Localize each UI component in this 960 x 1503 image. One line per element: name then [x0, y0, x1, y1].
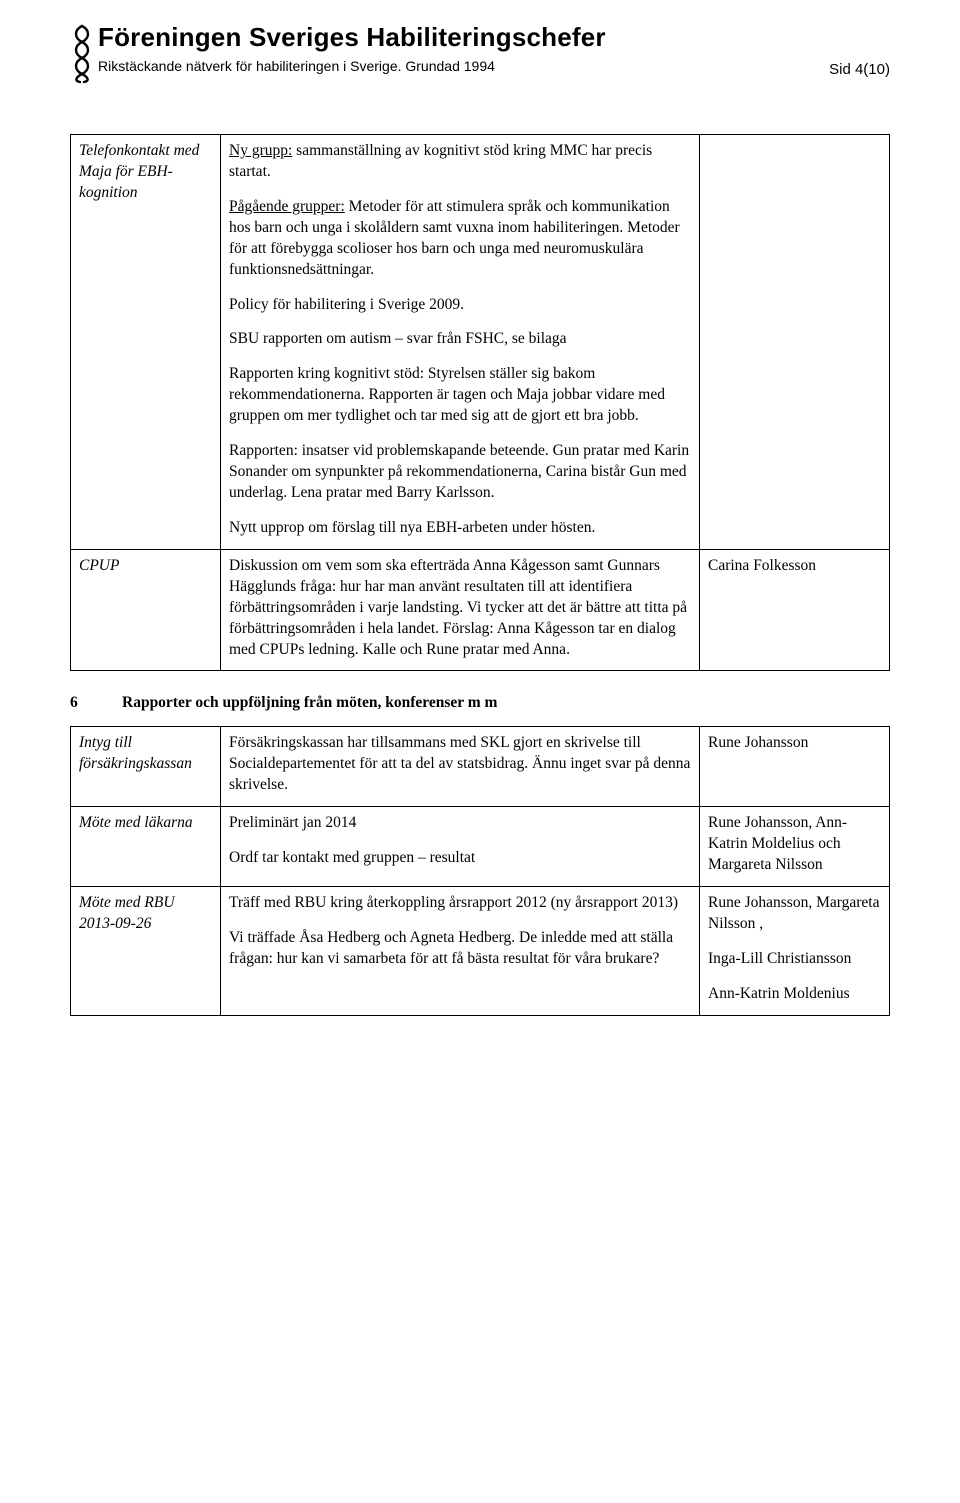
table-row: Möte med RBU 2013-09-26 Träff med RBU kri…	[71, 886, 890, 1015]
row-responsible: Rune Johansson, Margareta Nilsson , Inga-…	[700, 886, 890, 1015]
table-row: CPUPDiskussion om vem som ska efterträda…	[71, 549, 890, 671]
body-paragraph: Rapporten kring kognitivt stöd: Styrelse…	[229, 364, 691, 427]
responsible-line: Ann-Katrin Moldenius	[708, 984, 881, 1005]
row-label: Telefonkontakt med Maja för EBH- kogniti…	[71, 135, 221, 550]
row-label: Intyg till försäkringskassan	[71, 727, 221, 807]
page-indicator-prefix: Sid	[829, 61, 855, 78]
body-paragraph: Pågående grupper: Metoder för att stimul…	[229, 197, 691, 281]
body-paragraph: Vi träffade Åsa Hedberg och Agneta Hedbe…	[229, 928, 691, 970]
content-table-2: Intyg till försäkringskassanFörsäkringsk…	[70, 726, 890, 1015]
logo-mark	[70, 20, 94, 84]
row-label: Möte med läkarna	[71, 807, 221, 887]
page-indicator: Sid 4(10)	[815, 60, 890, 84]
body-paragraph: Policy för habilitering i Sverige 2009.	[229, 295, 691, 316]
responsible-line: Inga-Lill Christiansson	[708, 949, 881, 970]
row-label: CPUP	[71, 549, 221, 671]
body-paragraph: Ordf tar kontakt med gruppen – resultat	[229, 848, 691, 869]
section-title: Rapporter och uppföljning från möten, ko…	[122, 693, 497, 714]
row-content: Träff med RBU kring återkoppling årsrapp…	[221, 886, 700, 1015]
table-row: Telefonkontakt med Maja för EBH- kogniti…	[71, 135, 890, 550]
row-responsible: Rune Johansson, Ann-Katrin Moldelius och…	[700, 807, 890, 887]
body-paragraph: Ny grupp: sammanställning av kognitivt s…	[229, 141, 691, 183]
page-header: Föreningen Sveriges Habiliteringschefer …	[70, 20, 890, 84]
page-indicator-value: 4(10)	[855, 61, 890, 78]
row-responsible: Carina Folkesson	[700, 549, 890, 671]
org-tagline: Rikstäckande nätverk för habiliteringen …	[98, 57, 815, 76]
lead-underline: Ny grupp:	[229, 142, 292, 159]
body-paragraph: Nytt upprop om förslag till nya EBH-arbe…	[229, 518, 691, 539]
table-row: Intyg till försäkringskassanFörsäkringsk…	[71, 727, 890, 807]
content-table-1: Telefonkontakt med Maja för EBH- kogniti…	[70, 134, 890, 671]
body-paragraph: Preliminärt jan 2014	[229, 813, 691, 834]
section-heading: 6 Rapporter och uppföljning från möten, …	[70, 693, 890, 714]
row-responsible: Rune Johansson	[700, 727, 890, 807]
row-content: Diskussion om vem som ska efterträda Ann…	[221, 549, 700, 671]
row-content: Försäkringskassan har tillsammans med SK…	[221, 727, 700, 807]
body-paragraph: Träff med RBU kring återkoppling årsrapp…	[229, 893, 691, 914]
body-paragraph: Diskussion om vem som ska efterträda Ann…	[229, 556, 691, 661]
row-responsible	[700, 135, 890, 550]
lead-underline: Pågående grupper:	[229, 198, 345, 215]
body-paragraph: Försäkringskassan har tillsammans med SK…	[229, 733, 691, 796]
row-label: Möte med RBU 2013-09-26	[71, 886, 221, 1015]
org-name: Föreningen Sveriges Habiliteringschefer	[98, 20, 815, 55]
section-number: 6	[70, 693, 102, 714]
row-content: Preliminärt jan 2014 Ordf tar kontakt med…	[221, 807, 700, 887]
body-paragraph: Rapporten: insatser vid problemskapande …	[229, 441, 691, 504]
body-paragraph: SBU rapporten om autism – svar från FSHC…	[229, 329, 691, 350]
header-text: Föreningen Sveriges Habiliteringschefer …	[98, 20, 815, 76]
table-row: Möte med läkarna Preliminärt jan 2014 Ordf…	[71, 807, 890, 887]
row-content: Ny grupp: sammanställning av kognitivt s…	[221, 135, 700, 550]
responsible-line: Rune Johansson, Margareta Nilsson ,	[708, 893, 881, 935]
